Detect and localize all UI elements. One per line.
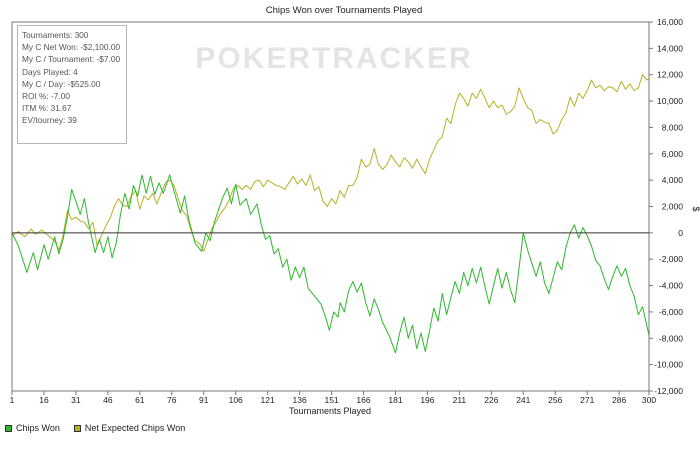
stat-net-won: My C Net Won: -$2,100.00 xyxy=(22,42,121,53)
x-tick-label: 91 xyxy=(199,395,209,405)
x-tick-label: 151 xyxy=(324,395,338,405)
x-tick-label: 271 xyxy=(580,395,594,405)
x-tick-label: 256 xyxy=(548,395,562,405)
stat-days-played: Days Played: 4 xyxy=(22,66,78,77)
x-tick-label: 241 xyxy=(516,395,530,405)
y-tick-label: 2,000 xyxy=(662,202,684,212)
legend-item-chips-won[interactable]: Chips Won xyxy=(5,423,60,433)
stat-itm: ITM %: 31.67 xyxy=(22,103,72,114)
y-tick-label: -2,000 xyxy=(659,254,683,264)
legend-swatch-chips-won xyxy=(5,424,12,432)
stat-ev: EV/tourney: 39 xyxy=(22,115,77,126)
series-line-net-expected xyxy=(11,74,650,252)
x-tick-label: 61 xyxy=(135,395,145,405)
chart-title: Chips Won over Tournaments Played xyxy=(266,5,422,16)
y-tick-label: -10,000 xyxy=(654,360,683,370)
legend-item-net-expected[interactable]: Net Expected Chips Won xyxy=(73,423,186,433)
y-tick-label: 14,000 xyxy=(657,43,683,53)
stat-tournaments: Tournaments: 300 xyxy=(22,30,89,40)
y-tick-label: 6,000 xyxy=(662,149,684,159)
legend-swatch-net-expected xyxy=(73,424,81,432)
x-tick-label: 300 xyxy=(642,395,656,405)
stat-per-day: My C / Day: -$525.00 xyxy=(22,78,101,89)
y-tick-label: 0 xyxy=(678,228,683,238)
x-tick-label: 226 xyxy=(484,395,498,405)
x-tick-label: 286 xyxy=(612,395,626,405)
y-tick-label: 4,000 xyxy=(662,175,684,185)
x-axis-label: Tournaments Played xyxy=(289,406,371,416)
x-tick-label: 16 xyxy=(39,395,49,405)
y-tick-label: -8,000 xyxy=(659,333,683,343)
y-tick-label: 10,000 xyxy=(657,96,683,106)
x-tick-label: 196 xyxy=(420,395,434,405)
x-tick-label: 46 xyxy=(103,395,113,405)
y-tick-label: -6,000 xyxy=(659,307,683,317)
legend-label-chips-won: Chips Won xyxy=(16,423,60,433)
stat-per-tournament: My C / Tournament: -$7.00 xyxy=(22,54,121,65)
legend: Chips Won Net Expected Chips Won xyxy=(5,423,199,433)
x-tick-label: 181 xyxy=(388,395,402,405)
stats-box: Tournaments: 300 My C Net Won: -$2,100.0… xyxy=(17,25,127,144)
legend-label-net-expected: Net Expected Chips Won xyxy=(84,423,186,433)
stat-roi: ROI %: -7.00 xyxy=(22,91,70,102)
x-tick-label: 106 xyxy=(229,395,243,405)
series-line-chips-won xyxy=(11,174,650,354)
x-tick-label: 166 xyxy=(356,395,370,405)
y-tick-label: -12,000 xyxy=(654,386,683,396)
x-tick-label: 1 xyxy=(10,395,15,405)
watermark: POKERTRACKER xyxy=(195,42,472,75)
x-tick-label: 211 xyxy=(453,395,467,405)
y-axis-label: $ xyxy=(691,206,700,211)
x-tick-label: 121 xyxy=(261,395,275,405)
y-tick-label: 16,000 xyxy=(657,17,683,27)
y-tick-label: 8,000 xyxy=(662,122,684,132)
y-tick-label: 12,000 xyxy=(657,70,683,80)
x-tick-label: 76 xyxy=(167,395,177,405)
x-tick-label: 136 xyxy=(293,395,307,405)
x-tick-label: 31 xyxy=(71,395,81,405)
y-tick-label: -4,000 xyxy=(659,281,683,291)
